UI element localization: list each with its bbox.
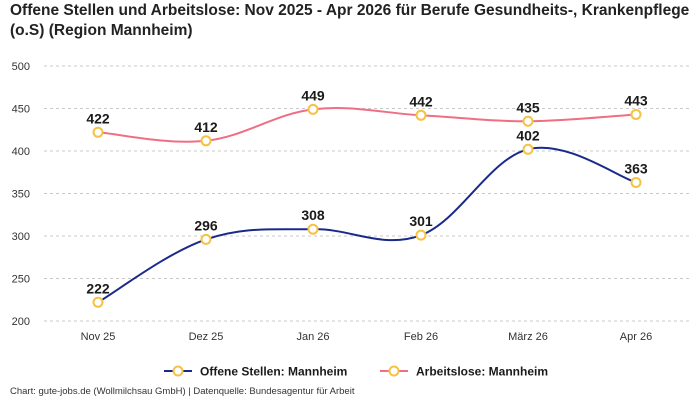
- legend-label: Offene Stellen: Mannheim: [200, 365, 347, 379]
- data-label: 449: [301, 87, 325, 103]
- y-tick-label: 500: [12, 61, 30, 73]
- data-point: [307, 223, 319, 235]
- y-tick-label: 250: [12, 274, 30, 286]
- data-point: [307, 103, 319, 115]
- legend-marker: [172, 365, 184, 377]
- series-line: [97, 107, 637, 143]
- data-label: 402: [516, 127, 540, 143]
- data-label: 443: [624, 92, 648, 108]
- data-label: 435: [516, 99, 540, 115]
- y-tick-label: 450: [12, 104, 30, 116]
- data-label: 308: [301, 207, 325, 223]
- data-point: [200, 135, 212, 147]
- data-label: 442: [409, 93, 433, 109]
- chart-title: Offene Stellen und Arbeitslose: Nov 2025…: [10, 2, 690, 39]
- data-point: [92, 126, 104, 138]
- data-label: 296: [194, 217, 218, 233]
- x-tick-label: Dez 25: [189, 331, 224, 343]
- y-tick-label: 200: [12, 316, 30, 328]
- data-label: 422: [86, 110, 110, 126]
- chart-credit: Chart: gute-jobs.de (Wollmilchsau GmbH) …: [10, 386, 355, 397]
- data-point: [630, 176, 642, 188]
- y-tick-label: 300: [12, 231, 30, 243]
- data-point: [522, 115, 534, 127]
- data-point: [200, 233, 212, 245]
- y-tick-label: 350: [12, 189, 30, 201]
- data-point: [415, 229, 427, 241]
- data-label: 412: [194, 119, 218, 135]
- legend-marker: [388, 365, 400, 377]
- x-tick-label: Jan 26: [296, 331, 329, 343]
- x-tick-label: Apr 26: [620, 331, 652, 343]
- data-label: 222: [86, 280, 110, 296]
- x-tick-label: Nov 25: [81, 331, 116, 343]
- data-label: 301: [409, 213, 433, 229]
- y-tick-label: 400: [12, 146, 30, 158]
- series-line: [97, 146, 637, 304]
- data-point: [522, 143, 534, 155]
- data-point: [415, 109, 427, 121]
- data-point: [92, 296, 104, 308]
- legend-label: Arbeitslose: Mannheim: [416, 365, 548, 379]
- data-point: [630, 108, 642, 120]
- data-label: 363: [624, 160, 648, 176]
- x-tick-label: Feb 26: [404, 331, 438, 343]
- x-tick-label: März 26: [508, 331, 548, 343]
